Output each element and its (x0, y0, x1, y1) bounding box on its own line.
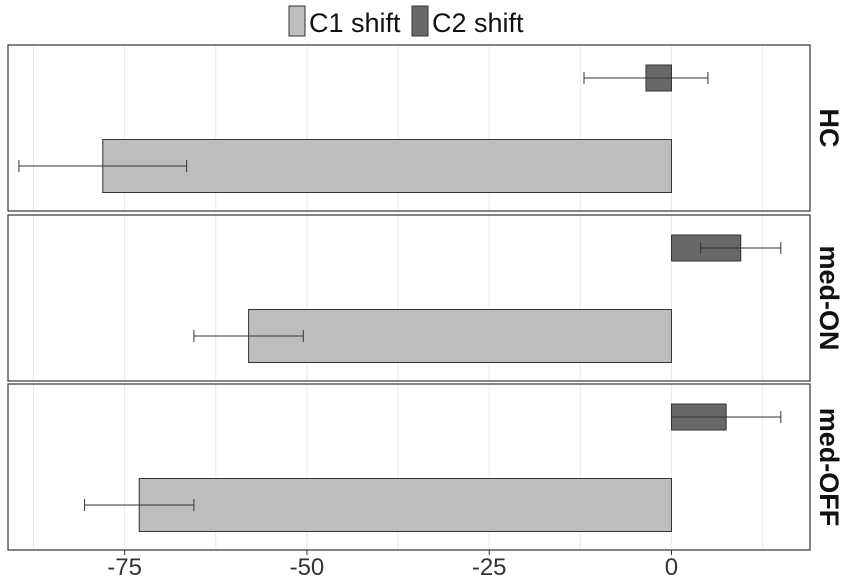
bar-c1-shift (248, 309, 672, 363)
legend-swatch-c2 (411, 5, 429, 37)
bar-c1-shift (138, 478, 672, 532)
x-tick-label: 0 (665, 554, 678, 581)
panel-border (7, 214, 811, 382)
strip-label: med-OFF (814, 408, 844, 527)
strip-label: HC (814, 109, 844, 148)
x-tick-label: -25 (472, 554, 507, 581)
legend-label-c1: C1 shift (309, 8, 401, 38)
x-axis: -75 -50 -25 0 (107, 550, 678, 581)
panel-med-off: med-OFF (7, 383, 844, 551)
panel-hc: HC (7, 44, 844, 212)
legend-label-c2: C2 shift (432, 8, 524, 38)
strip-label: med-ON (814, 245, 844, 350)
panel-border (7, 44, 811, 212)
bar-c1-shift (102, 139, 672, 193)
legend: C1 shift C2 shift (288, 5, 524, 38)
x-tick-label: -50 (290, 554, 325, 581)
panel-border (7, 383, 811, 551)
facet-panels: HC med-ON med-OFF (7, 44, 844, 551)
x-tick-label: -75 (107, 554, 142, 581)
legend-swatch-c1 (288, 5, 306, 37)
panel-med-on: med-ON (7, 214, 844, 382)
